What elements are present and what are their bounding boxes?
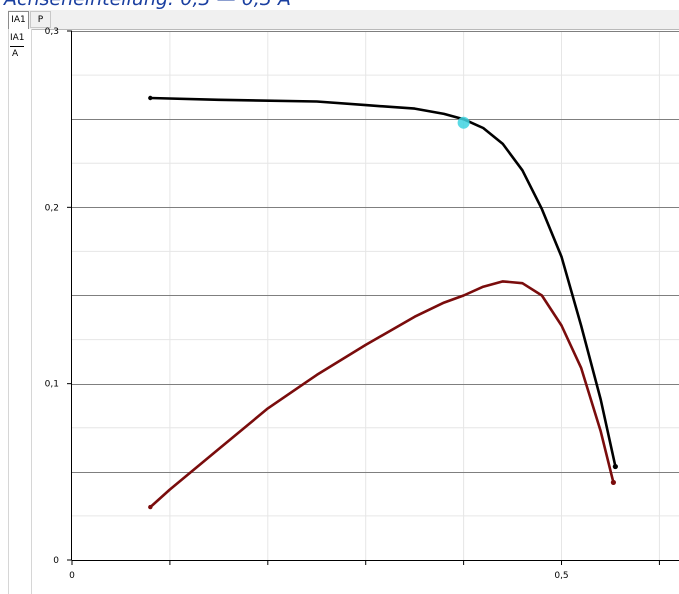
- y-tick-label: 0: [53, 556, 59, 566]
- x-tick-label: 0,5: [554, 571, 568, 581]
- y-tick-label: 0,2: [45, 203, 59, 213]
- power-curve-end-point: [610, 479, 617, 486]
- tab-p[interactable]: P: [30, 11, 51, 28]
- x-tick-label: 0: [69, 571, 75, 581]
- major-gridlines: [72, 31, 679, 473]
- tab-ia1[interactable]: IA1: [8, 11, 29, 30]
- power-curve-line: [149, 280, 615, 509]
- y-tick-label: 0,1: [45, 380, 59, 390]
- series-lines: [148, 95, 618, 510]
- y-unit-fraction-bar: [10, 46, 24, 47]
- cursor-marker: [457, 116, 470, 129]
- y-unit-numerator: IA1: [10, 33, 25, 43]
- markers: [457, 116, 470, 129]
- current-curve-line: [149, 96, 617, 468]
- current-curve-start-point: [148, 95, 153, 101]
- y-tick-label: 0,3: [45, 27, 59, 37]
- tab-strip: IA1 P: [8, 10, 679, 30]
- power-curve-start-point: [148, 504, 153, 510]
- y-axis-panel: [8, 29, 32, 594]
- axis-ticks: 0 0,1 0,2 0,3 0 0,5: [45, 27, 660, 581]
- y-unit-denominator: A: [12, 49, 19, 59]
- current-curve-end-point: [612, 463, 618, 470]
- axis-scale-caption: Achseneinteilung: 0,3 — 0,3 A: [4, 0, 291, 9]
- axes: [71, 31, 679, 561]
